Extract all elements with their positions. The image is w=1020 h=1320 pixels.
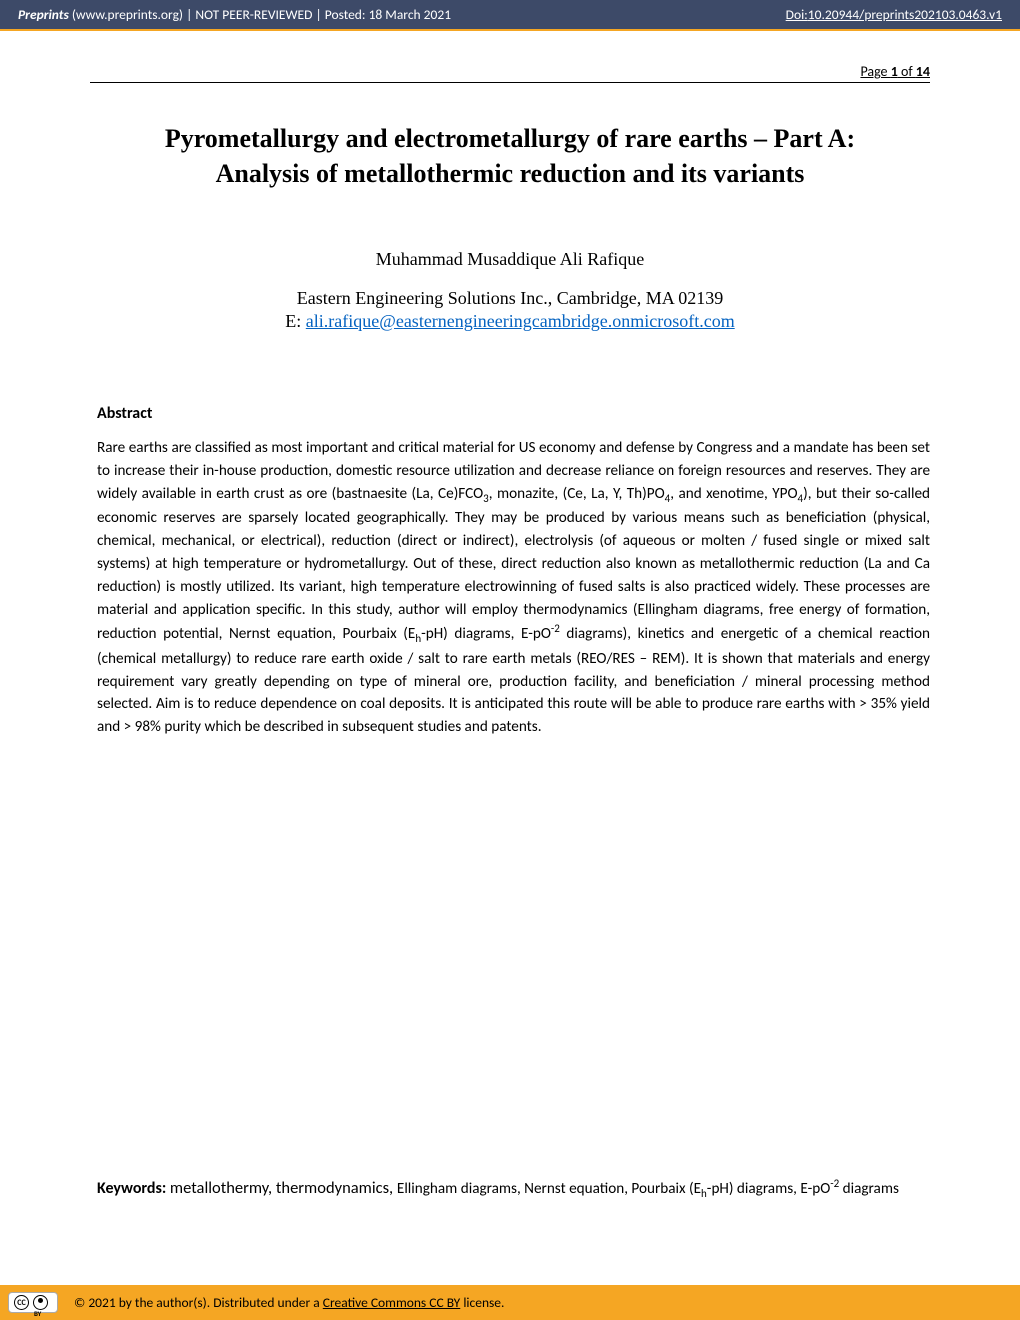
abstract-heading: Abstract — [0, 332, 1020, 423]
author-name: Muhammad Musaddique Ali Rafique — [0, 191, 1020, 270]
site-name: Preprints — [18, 6, 69, 23]
email-prefix: E: — [285, 311, 306, 331]
page-prefix: Page — [860, 63, 890, 80]
site-url: (www.preprints.org) — [72, 6, 183, 23]
keywords-section: Keywords: metallothermy, thermodynamics,… — [0, 1175, 989, 1202]
title-line-1: Pyrometallurgy and electrometallurgy of … — [100, 121, 920, 156]
keywords-rest: Ellingham diagrams, Nernst equation, Pou… — [397, 1180, 899, 1198]
by-icon — [33, 1295, 48, 1310]
email-line: E: ali.rafique@easternengineeringcambrid… — [0, 309, 1020, 332]
header-right: Doi:10.20944/preprints202103.0463.v1 — [786, 6, 1002, 23]
header-divider-2: | — [315, 6, 324, 23]
page-of: of — [898, 63, 916, 80]
posted-label: Posted: — [325, 6, 369, 23]
header-divider-1: | — [186, 6, 195, 23]
posted-date: 18 March 2021 — [369, 6, 451, 23]
keywords-big: metallothermy, thermodynamics, — [170, 1178, 397, 1198]
footer-text: © 2021 by the author(s). Distributed und… — [74, 1294, 504, 1311]
header-left: Preprints (www.preprints.org) | NOT PEER… — [18, 6, 451, 23]
footer-prefix: © 2021 by the author(s). Distributed und… — [74, 1294, 323, 1311]
cc-icon: CC — [14, 1295, 29, 1310]
title-line-2: Analysis of metallothermic reduction and… — [100, 156, 920, 191]
page-total: 14 — [916, 63, 930, 80]
doi-value: 10.20944/preprints202103.0463.v1 — [808, 6, 1002, 23]
cc-license-link[interactable]: Creative Commons CC BY — [323, 1294, 460, 1311]
cc-badge: CC BY — [8, 1292, 58, 1313]
page-current: 1 — [891, 63, 898, 80]
page-indicator: Page 1 of 14 — [0, 31, 1020, 80]
doi-label: Doi: — [786, 6, 808, 23]
preprint-header-bar: Preprints (www.preprints.org) | NOT PEER… — [0, 0, 1020, 31]
affiliation: Eastern Engineering Solutions Inc., Camb… — [0, 270, 1020, 309]
email-link[interactable]: ali.rafique@easternengineeringcambridge.… — [306, 311, 735, 331]
abstract-body: Rare earths are classified as most impor… — [0, 423, 1020, 739]
doi-link[interactable]: Doi:10.20944/preprints202103.0463.v1 — [786, 6, 1002, 23]
paper-title: Pyrometallurgy and electrometallurgy of … — [0, 83, 1020, 191]
keywords-label: Keywords: — [97, 1179, 170, 1198]
peer-status: NOT PEER-REVIEWED — [195, 6, 312, 23]
footer-suffix: license. — [460, 1294, 504, 1311]
license-footer-bar: CC BY © 2021 by the author(s). Distribut… — [0, 1285, 1020, 1320]
